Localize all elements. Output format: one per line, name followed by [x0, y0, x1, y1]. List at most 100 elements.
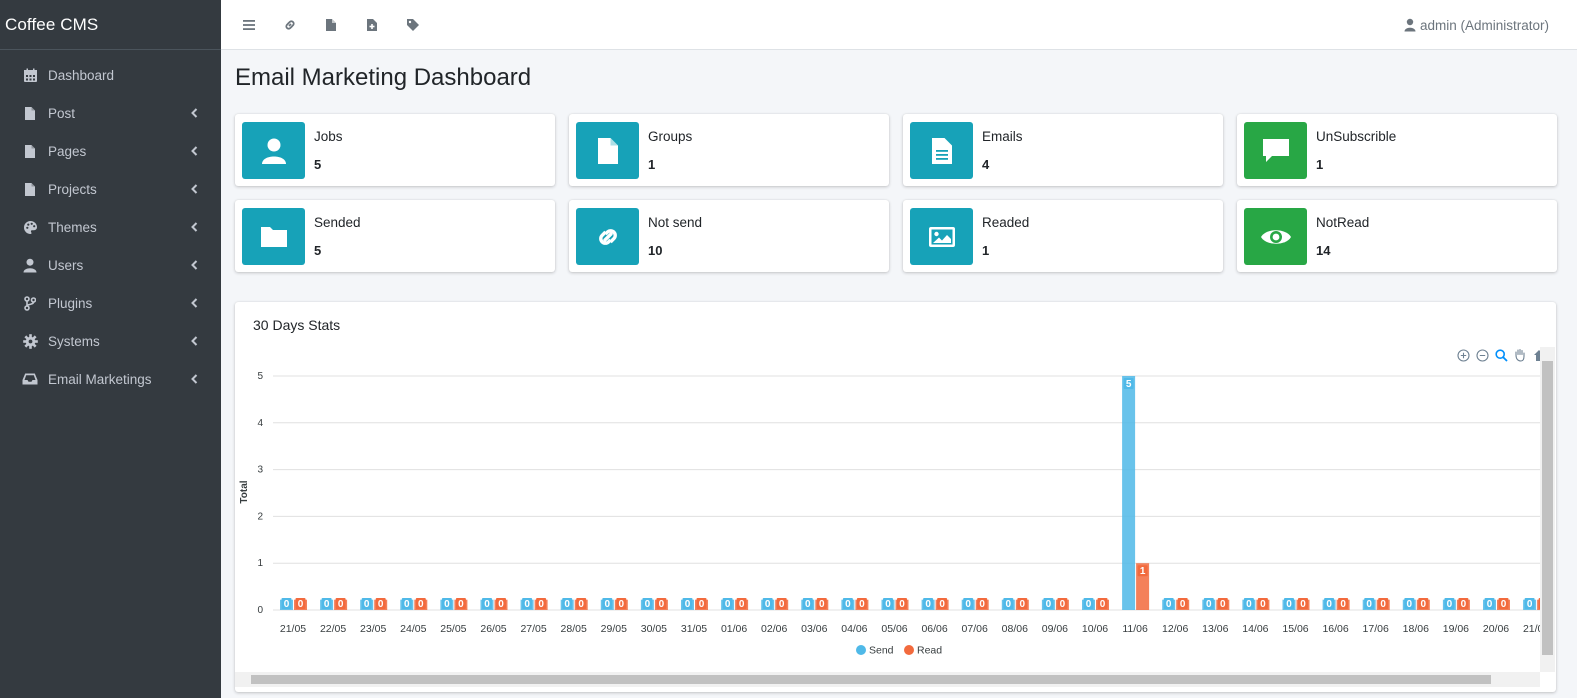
x-tick-label: 11/06: [1122, 623, 1148, 635]
data-label: 0: [324, 599, 330, 610]
data-label: 0: [1260, 599, 1266, 610]
chevron-left-icon: [189, 336, 199, 346]
data-label: 0: [1246, 599, 1252, 610]
bar-send: [1122, 376, 1136, 610]
gear-icon: [22, 333, 38, 349]
eye-icon: [1244, 208, 1307, 265]
data-label-badge: [1203, 598, 1214, 609]
file-plus-icon[interactable]: [351, 0, 392, 50]
x-tick-label: 25/05: [440, 623, 466, 635]
data-label-badge: [1243, 598, 1254, 609]
data-label: 0: [765, 599, 771, 610]
data-label-badge: [1097, 598, 1108, 609]
link-icon: [576, 208, 639, 265]
brand-title[interactable]: Coffee CMS: [0, 0, 221, 50]
x-tick-label: 03/06: [801, 623, 827, 635]
horizontal-scrollbar[interactable]: [235, 672, 1540, 687]
vertical-scroll-thumb[interactable]: [1542, 361, 1553, 655]
data-label-badge: [1177, 598, 1188, 609]
data-label: 0: [364, 599, 370, 610]
user-icon: [22, 257, 38, 273]
sidebar-item-plugins[interactable]: Plugins: [0, 284, 221, 322]
chevron-left-icon: [189, 146, 199, 156]
sidebar-item-label: Dashboard: [48, 67, 115, 83]
vertical-scrollbar[interactable]: [1540, 347, 1555, 672]
data-label: 0: [899, 599, 905, 610]
data-label-badge: [1017, 598, 1028, 609]
data-label-badge: [762, 598, 773, 609]
data-label-badge: [1324, 598, 1335, 609]
data-label-badge: [776, 598, 787, 609]
data-label-badge: [281, 598, 292, 609]
sidebar-item-post[interactable]: Post: [0, 94, 221, 132]
data-label: 0: [845, 599, 851, 610]
x-tick-label: 22/05: [320, 623, 346, 635]
horizontal-scroll-thumb[interactable]: [251, 675, 1491, 684]
chevron-left-icon: [189, 260, 199, 270]
tag-icon[interactable]: [392, 0, 433, 50]
data-label: 0: [1046, 599, 1052, 610]
sidebar-item-systems[interactable]: Systems: [0, 322, 221, 360]
link-icon[interactable]: [269, 0, 310, 50]
data-label: 0: [524, 599, 530, 610]
zoom-in-icon[interactable]: [1455, 347, 1471, 363]
file-icon[interactable]: [310, 0, 351, 50]
data-label-badge: [335, 598, 346, 609]
sidebar-item-dashboard[interactable]: Dashboard: [0, 56, 221, 94]
data-label: 0: [805, 599, 811, 610]
sidebar-item-projects[interactable]: Projects: [0, 170, 221, 208]
file-icon: [22, 181, 38, 197]
x-tick-label: 21/06: [1523, 623, 1540, 635]
file-icon: [22, 105, 38, 121]
data-label-badge: [441, 598, 452, 609]
data-label-badge: [455, 598, 466, 609]
sidebar-item-themes[interactable]: Themes: [0, 208, 221, 246]
data-label-badge: [321, 598, 332, 609]
pan-hand-icon[interactable]: [1512, 347, 1528, 363]
comment-icon: [1244, 122, 1307, 179]
data-label: 0: [1407, 599, 1413, 610]
data-label-badge: [1484, 598, 1495, 609]
stats-card: 30 Days Stats 0 1 2 3 4 5 Total 0 0 21/05 0 0 22/05 0…: [235, 302, 1556, 692]
user-menu[interactable]: admin (Administrator): [1404, 0, 1549, 50]
data-label-badge: [295, 598, 306, 609]
sidebar-item-label: Pages: [48, 143, 87, 159]
data-label: 1: [1140, 566, 1146, 577]
topbar: admin (Administrator): [221, 0, 1577, 50]
data-label-badge: [361, 598, 372, 609]
data-label-badge: [1404, 598, 1415, 609]
sidebar-item-pages[interactable]: Pages: [0, 132, 221, 170]
file-text-icon: [910, 122, 973, 179]
x-tick-label: 16/06: [1322, 623, 1348, 635]
x-tick-label: 29/05: [601, 623, 627, 635]
x-tick-label: 14/06: [1242, 623, 1268, 635]
data-label: 0: [1447, 599, 1453, 610]
data-label: 0: [1501, 599, 1507, 610]
data-label: 0: [925, 599, 931, 610]
x-tick-label: 04/06: [841, 623, 867, 635]
y-tick-label: 4: [257, 418, 263, 429]
data-label-badge: [1217, 598, 1228, 609]
data-label-badge: [1538, 598, 1540, 609]
data-label: 0: [1527, 599, 1533, 610]
data-label: 0: [404, 599, 410, 610]
search-zoom-icon[interactable]: [1493, 347, 1509, 363]
x-tick-label: 20/06: [1483, 623, 1509, 635]
data-label-badge: [1123, 378, 1134, 389]
info-box-label: Emails: [982, 129, 1023, 144]
sidebar-item-users[interactable]: Users: [0, 246, 221, 284]
info-box-value: 5: [314, 243, 322, 258]
data-label-badge: [802, 598, 813, 609]
data-label-badge: [696, 598, 707, 609]
data-label-badge: [816, 598, 827, 609]
data-label-badge: [522, 598, 533, 609]
sidebar-item-email-marketings[interactable]: Email Marketings: [0, 360, 221, 398]
menu-icon[interactable]: [228, 0, 269, 50]
info-box-value: 1: [648, 157, 656, 172]
data-label: 0: [444, 599, 450, 610]
sidebar-item-label: Themes: [48, 219, 97, 235]
zoom-out-icon[interactable]: [1474, 347, 1490, 363]
data-label-badge: [576, 598, 587, 609]
data-label: 0: [859, 599, 865, 610]
calendar-icon: [22, 67, 38, 83]
